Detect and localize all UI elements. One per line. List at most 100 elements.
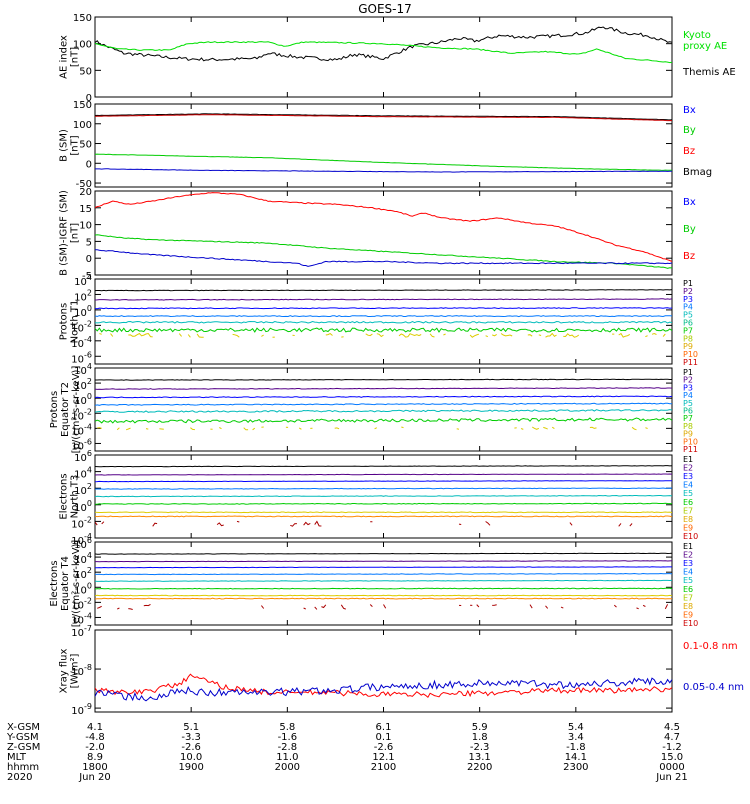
series-e5 <box>95 494 672 498</box>
x-row-value: 5.8 <box>279 722 295 733</box>
y-tick-label: 5 <box>86 237 92 248</box>
legend-entry: E2 <box>683 464 693 473</box>
legend-entry: Themis AE <box>682 67 736 78</box>
y-tick-label: 10-4 <box>71 422 92 437</box>
legend-entry: E8 <box>683 602 693 611</box>
y-tick-label: 10-4 <box>71 611 92 626</box>
legend-entry: By <box>683 224 696 235</box>
y-tick-label: 10-7 <box>71 624 92 639</box>
x-row-value: Jun 20 <box>78 772 111 783</box>
x-row-value: 10.0 <box>180 752 202 763</box>
y-tick-label: -5 <box>82 271 92 282</box>
legend-entry: P8 <box>683 422 693 431</box>
y-tick-label: 0 <box>86 254 92 265</box>
y-tick-label: 10-2 <box>71 407 92 422</box>
x-row-value: 2200 <box>467 762 492 773</box>
legend-entry: E6 <box>683 498 693 507</box>
series-e3 <box>95 480 672 483</box>
y-axis-label: [nT] <box>70 135 81 155</box>
y-axis-label: North T1 <box>70 300 81 344</box>
y-tick-label: 102 <box>74 377 92 392</box>
x-row-value: 6.1 <box>376 722 392 733</box>
x-row-label: Y-GSM <box>6 732 39 743</box>
legend-entry: E2 <box>683 551 693 560</box>
panel-frame <box>94 278 673 365</box>
y-axis-label: Protons <box>49 391 60 428</box>
panel-frame <box>94 629 673 713</box>
y-tick-label: 50 <box>79 140 92 151</box>
legend-entry: E3 <box>683 472 693 481</box>
legend-entry: E8 <box>683 515 693 524</box>
panel-frame <box>94 367 673 452</box>
x-row-label: Z-GSM <box>7 742 40 753</box>
legend-entry: P5 <box>683 311 693 320</box>
x-row-value: -1.8 <box>566 742 586 753</box>
series-p2 <box>95 387 672 390</box>
y-tick-label: 102 <box>74 288 92 303</box>
series-e6 <box>95 502 672 505</box>
series-p7 <box>99 332 666 338</box>
x-row-value: 11.0 <box>276 752 298 763</box>
series-e8 <box>95 597 672 600</box>
x-row-value: -4.8 <box>85 732 105 743</box>
y-tick-label: 10-2 <box>71 515 92 530</box>
series-group <box>95 192 672 269</box>
y-tick-label: 10-4 <box>71 335 92 350</box>
x-row-value: Jun 21 <box>655 772 688 783</box>
y-tick-label: 100 <box>74 392 92 407</box>
series-e7 <box>95 594 672 597</box>
x-row-value: 5.1 <box>183 722 199 733</box>
series-p4 <box>95 315 672 318</box>
y-tick-label: 0 <box>86 159 92 170</box>
legend-entry: P3 <box>683 295 693 304</box>
y-tick-label: 10-2 <box>71 319 92 334</box>
x-row-value: 1.8 <box>472 732 488 743</box>
y-axis-label: Xray flux <box>59 649 70 694</box>
y-axis-label: [W/m²] <box>70 653 81 688</box>
y-tick-label: 100 <box>74 581 92 596</box>
series-bz <box>95 192 672 263</box>
series-group <box>95 26 672 64</box>
y-tick-label: 104 <box>74 466 92 481</box>
series-bmag <box>95 113 672 121</box>
legend-entry: P5 <box>683 399 693 408</box>
legend-entry: By <box>683 125 696 136</box>
legend-entry: P4 <box>683 391 693 400</box>
legend-entry: P4 <box>683 303 693 312</box>
x-row-value: 2100 <box>371 762 396 773</box>
series-p1 <box>95 378 672 381</box>
y-tick-label: 0 <box>86 93 92 104</box>
legend-entry: E6 <box>683 585 693 594</box>
legend-entry: E1 <box>683 455 693 464</box>
x-row-value: 14.1 <box>565 752 587 763</box>
series-bx <box>95 168 672 173</box>
series-0-05-0-4-nm <box>95 677 672 702</box>
legend-entry: P2 <box>683 376 693 385</box>
y-tick-label: 100 <box>73 120 92 131</box>
legend-entry: E5 <box>683 576 693 585</box>
series-group <box>95 673 672 702</box>
legend-entry: P1 <box>683 279 693 288</box>
x-row-value: 12.1 <box>372 752 394 763</box>
legend-entry: E10 <box>683 619 698 628</box>
x-row-label: X-GSM <box>7 722 40 733</box>
x-row-value: 13.1 <box>469 752 491 763</box>
series-0-1-0-8-nm <box>95 673 672 698</box>
series-p5 <box>95 409 672 413</box>
y-tick-label: 150 <box>73 13 92 24</box>
y-axis-label: [nT] <box>70 223 81 243</box>
legend-entry: P10 <box>683 350 698 359</box>
series-e3 <box>95 566 672 569</box>
series-by <box>95 234 672 269</box>
y-axis-label: North T3 <box>70 475 81 519</box>
y-axis-label: Electrons <box>49 560 60 606</box>
legend-entry: E4 <box>683 481 693 490</box>
y-axis-label: Protons <box>59 303 70 340</box>
series-group <box>95 552 672 610</box>
